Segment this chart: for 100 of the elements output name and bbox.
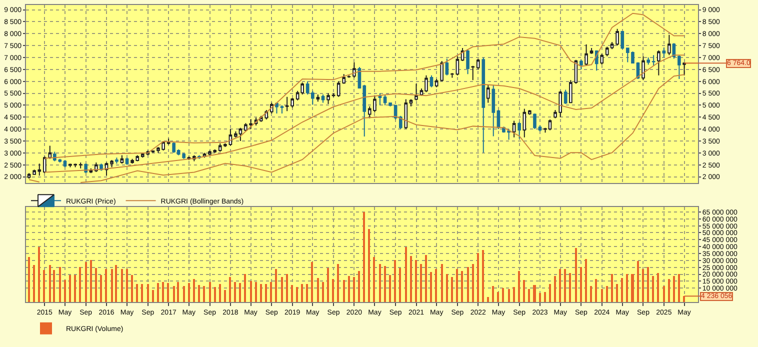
bar: [405, 246, 407, 302]
bar: [281, 276, 283, 302]
candlestick: [522, 108, 526, 138]
bar: [188, 282, 190, 302]
bar: [637, 260, 639, 302]
candlestick: [125, 157, 129, 166]
bar: [482, 250, 484, 302]
bar: [673, 276, 675, 302]
bar: [379, 264, 381, 302]
candlestick: [486, 84, 490, 104]
candlestick: [285, 96, 289, 112]
bar: [389, 274, 391, 302]
bar: [590, 286, 592, 302]
bar: [358, 270, 360, 302]
candlestick: [682, 62, 686, 76]
candlestick: [538, 124, 542, 132]
bar: [69, 274, 71, 302]
candlestick: [600, 53, 604, 66]
bar: [373, 256, 375, 302]
bar: [311, 262, 313, 302]
bar: [456, 268, 458, 302]
bar: [296, 286, 298, 302]
bar: [348, 276, 350, 302]
bar: [141, 284, 143, 302]
bar: [306, 284, 308, 302]
bar: [167, 282, 169, 302]
bar: [322, 282, 324, 302]
candlestick: [533, 113, 536, 130]
bar: [569, 272, 571, 302]
bar: [425, 254, 427, 302]
bar: [260, 284, 262, 302]
bar: [105, 268, 107, 302]
candlestick: [657, 50, 660, 76]
candlestick: [616, 28, 619, 46]
bar: [126, 268, 128, 302]
bar: [291, 284, 293, 302]
bar: [301, 284, 303, 302]
bar: [64, 280, 66, 302]
bar: [111, 268, 113, 302]
bar: [90, 260, 92, 302]
bar: [508, 288, 510, 302]
bar: [136, 284, 138, 302]
bar: [327, 268, 329, 302]
candlestick: [388, 102, 392, 107]
candlestick: [620, 30, 624, 50]
bar: [270, 282, 272, 302]
bar: [332, 278, 334, 302]
candlestick: [450, 72, 454, 78]
bar: [399, 268, 401, 302]
bar: [173, 286, 175, 302]
bar: [601, 288, 603, 302]
bar: [275, 268, 277, 302]
bar: [209, 282, 211, 302]
bar: [244, 274, 246, 302]
bar: [539, 292, 541, 302]
candlestick: [580, 59, 583, 70]
bar: [487, 296, 489, 302]
bar: [616, 284, 618, 302]
candlestick: [316, 94, 320, 102]
bar: [74, 274, 76, 302]
candlestick: [383, 94, 387, 106]
candlestick: [466, 48, 470, 75]
candlestick: [430, 74, 434, 88]
candlestick: [445, 58, 449, 76]
candlestick: [584, 44, 588, 66]
bar: [451, 276, 453, 302]
bar: [668, 278, 670, 302]
bar: [177, 282, 179, 302]
bar: [162, 282, 164, 302]
candlestick: [404, 98, 408, 130]
bar: [183, 286, 185, 302]
bar: [79, 266, 81, 302]
bar: [410, 256, 412, 302]
candlestick: [564, 89, 568, 104]
candlestick: [678, 54, 681, 80]
bar: [477, 252, 479, 302]
candlestick: [321, 94, 325, 104]
bar: [657, 272, 659, 302]
bar: [533, 284, 536, 302]
candlestick: [471, 65, 475, 81]
bar: [317, 278, 319, 302]
candlestick: [662, 47, 666, 58]
bar: [95, 268, 97, 302]
bar: [492, 286, 494, 302]
bar: [214, 286, 216, 302]
candlestick: [280, 104, 284, 114]
candlestick: [646, 56, 650, 66]
bar: [472, 264, 474, 302]
bar: [611, 274, 613, 302]
candlestick: [518, 121, 521, 140]
candlestick: [120, 154, 124, 164]
bar: [528, 288, 530, 302]
bar: [502, 288, 504, 302]
candlestick: [78, 162, 82, 169]
bar: [544, 292, 546, 302]
bar: [343, 280, 345, 302]
bar: [415, 260, 417, 302]
bar: [631, 274, 634, 302]
bar: [229, 276, 231, 302]
bar: [219, 284, 221, 302]
